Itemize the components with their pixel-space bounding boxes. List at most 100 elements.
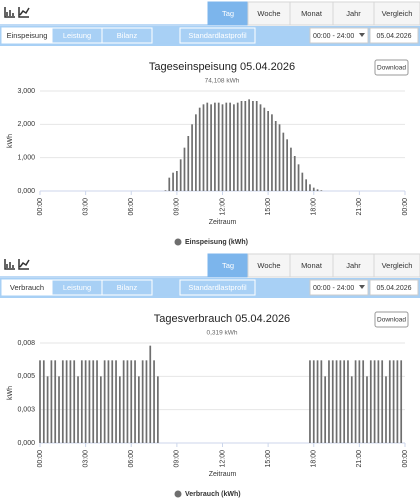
- date-input[interactable]: [369, 27, 419, 44]
- bar: [244, 101, 247, 191]
- time-select-label[interactable]: 00:00 - 24:00: [313, 33, 354, 40]
- tab-label[interactable]: Jahr: [346, 261, 361, 270]
- chart-title: Tageseinspeisung 05.04.2026: [149, 61, 295, 73]
- time-select[interactable]: [309, 27, 369, 44]
- profile-button-label[interactable]: Standardlastprofil: [188, 31, 247, 40]
- profile-button-label[interactable]: Standardlastprofil: [188, 283, 247, 292]
- tab-label[interactable]: Monat: [301, 261, 323, 270]
- bar: [347, 360, 349, 443]
- bar: [118, 376, 121, 443]
- legend-marker[interactable]: [174, 238, 182, 246]
- x-axis-label: Zeitraum: [209, 471, 237, 478]
- x-tick-label: 00:00: [402, 450, 409, 468]
- bar: [206, 102, 209, 191]
- tab-label[interactable]: Vergleich: [382, 261, 413, 270]
- tab-label[interactable]: Tag: [222, 9, 234, 18]
- bar: [103, 360, 106, 443]
- profile-button[interactable]: [179, 27, 256, 44]
- x-tick-label: 00:00: [402, 198, 409, 216]
- bar: [42, 360, 45, 443]
- download-button-label[interactable]: Download: [377, 317, 406, 324]
- time-select[interactable]: [309, 279, 369, 296]
- chart-icon[interactable]: [4, 259, 15, 270]
- tab-label[interactable]: Vergleich: [382, 9, 413, 18]
- bar: [99, 376, 102, 443]
- bar: [202, 104, 205, 191]
- download-button-label[interactable]: Download: [377, 65, 406, 72]
- bar: [88, 360, 91, 443]
- bar: [316, 360, 319, 443]
- tab[interactable]: [373, 253, 420, 278]
- x-tick-label: 09:00: [174, 450, 181, 468]
- bar: [168, 177, 171, 191]
- date-input-label[interactable]: 05.04.2026: [376, 285, 411, 292]
- bar: [191, 124, 193, 191]
- legend-label[interactable]: Verbrauch (kWh): [185, 491, 241, 498]
- x-tick-label: 09:00: [174, 198, 181, 216]
- bar: [316, 189, 319, 191]
- date-input[interactable]: [369, 279, 419, 296]
- subtab-label[interactable]: Leistung: [63, 283, 91, 292]
- tab-label[interactable]: Woche: [257, 261, 280, 270]
- profile-button[interactable]: [179, 279, 256, 296]
- bar: [134, 360, 136, 443]
- line-icon[interactable]: [18, 7, 30, 18]
- bar: [309, 184, 311, 191]
- bar: [217, 102, 220, 191]
- x-tick-label: 12:00: [219, 198, 226, 216]
- bar: [252, 101, 254, 191]
- bar: [141, 360, 144, 443]
- date-input-label[interactable]: 05.04.2026: [376, 33, 411, 40]
- bar: [320, 360, 323, 443]
- line-icon[interactable]: [18, 259, 30, 270]
- bar: [369, 360, 372, 443]
- bar: [157, 376, 159, 443]
- x-tick-label: 12:00: [219, 450, 226, 468]
- x-tick-label: 21:00: [356, 450, 363, 468]
- y-axis-label: kWh: [7, 134, 14, 148]
- subtab-label[interactable]: Verbrauch: [10, 283, 44, 292]
- bar: [80, 360, 83, 443]
- download-button[interactable]: [374, 59, 409, 76]
- y-tick-label: 0,000: [17, 440, 35, 447]
- subtab-label[interactable]: Bilanz: [117, 31, 138, 40]
- tab-label[interactable]: Monat: [301, 9, 323, 18]
- bar: [278, 124, 281, 191]
- tab-label[interactable]: Tag: [222, 261, 234, 270]
- bar: [343, 360, 346, 443]
- tab-label[interactable]: Woche: [257, 9, 280, 18]
- bar: [115, 360, 117, 443]
- y-tick-label: 1,000: [17, 155, 35, 162]
- subtab-label[interactable]: Bilanz: [117, 283, 138, 292]
- download-button[interactable]: [374, 311, 409, 328]
- time-select-label[interactable]: 00:00 - 24:00: [313, 285, 354, 292]
- subtab[interactable]: [101, 27, 153, 44]
- bar: [84, 360, 87, 443]
- bar: [354, 360, 357, 443]
- legend-marker[interactable]: [174, 490, 182, 498]
- tab-label[interactable]: Jahr: [346, 9, 361, 18]
- bar: [309, 360, 311, 443]
- y-axis-label: kWh: [7, 386, 14, 400]
- chart-title: Tagesverbrauch 05.04.2026: [154, 313, 290, 325]
- bar: [164, 190, 167, 191]
- bar: [331, 360, 334, 443]
- bar: [248, 99, 250, 191]
- subtab-label[interactable]: Leistung: [63, 31, 91, 40]
- bar: [381, 360, 384, 443]
- x-tick-label: 18:00: [311, 198, 318, 216]
- chart-subtitle: 74,108 kWh: [205, 78, 240, 85]
- chart-icon[interactable]: [4, 7, 15, 18]
- bar: [255, 101, 258, 191]
- bar: [362, 360, 365, 443]
- tab[interactable]: [373, 1, 420, 26]
- bar: [77, 376, 79, 443]
- subtab[interactable]: [101, 279, 153, 296]
- legend-label[interactable]: Einspeisung (kWh): [185, 239, 248, 246]
- chart-subtitle: 0,319 kWh: [206, 330, 237, 337]
- bar: [286, 139, 288, 191]
- bar: [61, 360, 64, 443]
- subtab-label[interactable]: Einspeisung: [7, 31, 48, 40]
